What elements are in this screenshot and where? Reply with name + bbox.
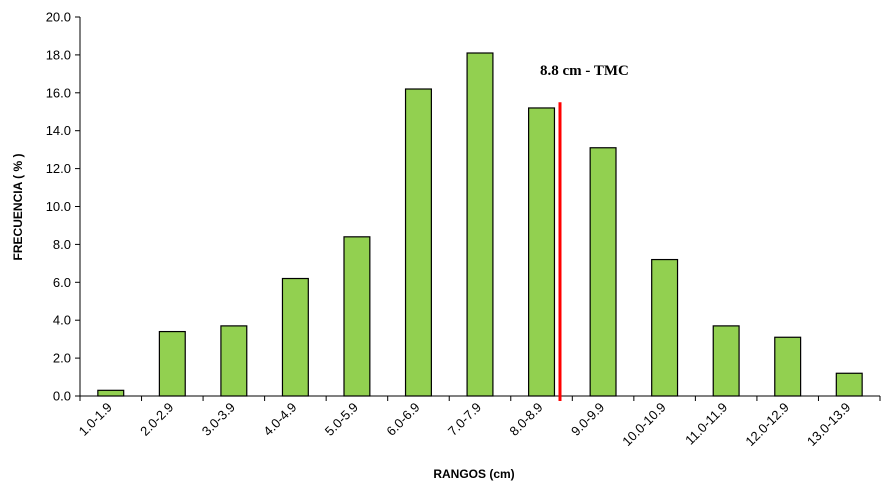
y-tick-label: 16.0 [46,85,71,100]
x-tick-label: 1.0-1.9 [76,400,115,439]
bar [466,52,494,397]
bars [97,52,863,397]
x-tick-label: 10.0-10.9 [619,400,668,449]
y-tick-label: 2.0 [53,351,71,366]
y-tick-label: 14.0 [46,123,71,138]
x-axis: 1.0-1.9 2.0-2.9 3.0-3.9 4.0-4.9 5.0-5.9 6.0-6… [76,395,881,449]
x-tick-label: 5.0-5.9 [322,400,361,439]
bar [281,277,309,397]
bar [528,107,556,397]
y-tick-label: 4.0 [53,313,71,328]
bar [158,330,186,397]
bar [404,88,432,397]
tmc-annotation-label: 8.8 cm - TMC [540,63,629,79]
bar [774,336,802,397]
bar [220,325,248,397]
bar [343,236,371,397]
y-tick-label: 20.0 [46,10,71,25]
y-tick-label: 8.0 [53,237,71,252]
x-tick-label: 2.0-2.9 [137,400,176,439]
y-tick-label: 0.0 [53,389,71,404]
x-tick-label: 13.0-13.9 [804,400,853,449]
y-tick-label: 10.0 [46,199,71,214]
x-tick-label: 6.0-6.9 [383,400,422,439]
x-tick-label: 12.0-12.9 [742,400,791,449]
x-tick-label: 9.0-9.9 [568,400,607,439]
x-tick-label: 11.0-11.9 [682,400,730,448]
bar [651,258,679,397]
bar [712,325,740,397]
y-axis-title: FRECUENCIA ( % ) [11,154,25,261]
annotation-group: 8.8 cm - TMC [540,63,629,401]
bar [835,372,863,397]
x-tick-label: 7.0-7.9 [445,400,484,439]
y-tick-label: 18.0 [46,47,71,62]
y-tick-label: 6.0 [53,275,71,290]
x-tick-label: 4.0-4.9 [260,400,299,439]
bar [97,389,125,397]
bar [589,147,617,397]
y-axis: 0.0 2.0 4.0 6.0 8.0 10.0 12.0 14.0 16.0 18.0 20.0 [46,10,81,404]
x-tick-label: 3.0-3.9 [199,400,238,439]
x-axis-title: RANGOS (cm) [433,467,514,481]
y-tick-label: 12.0 [46,161,71,176]
x-tick-label: 8.0-8.9 [506,400,545,439]
